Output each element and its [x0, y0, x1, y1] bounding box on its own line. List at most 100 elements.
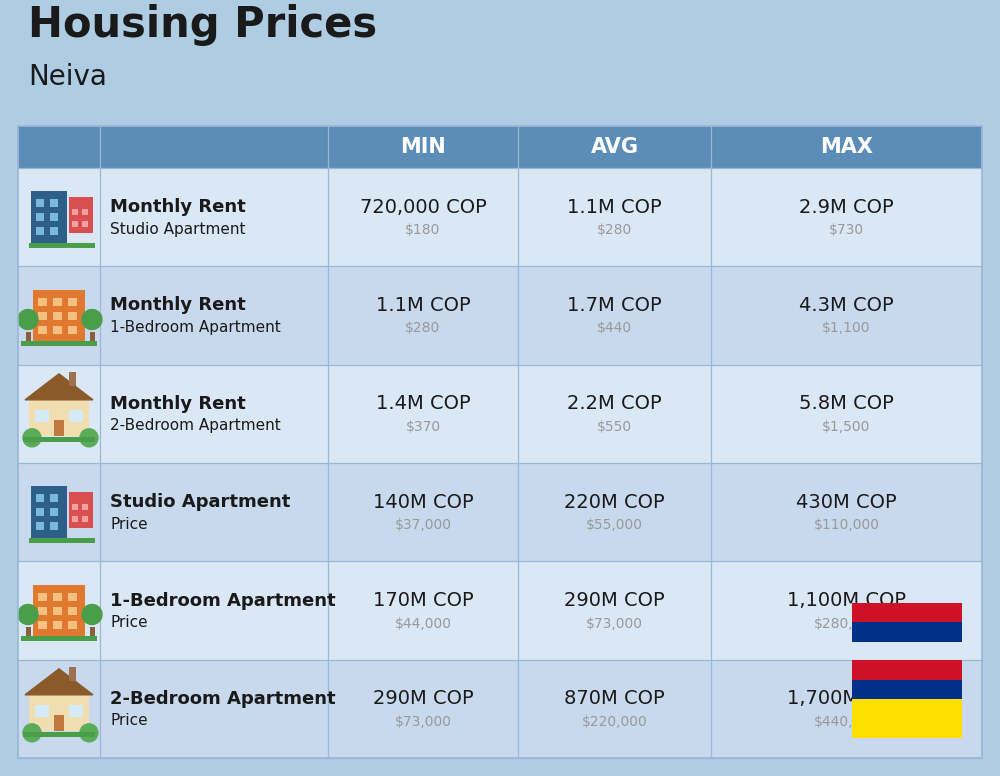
- Circle shape: [80, 724, 98, 742]
- FancyBboxPatch shape: [38, 297, 47, 306]
- FancyBboxPatch shape: [35, 705, 49, 717]
- Circle shape: [18, 310, 38, 330]
- FancyBboxPatch shape: [69, 667, 76, 681]
- Text: $73,000: $73,000: [586, 616, 643, 630]
- FancyBboxPatch shape: [72, 516, 78, 522]
- Text: 1.1M COP: 1.1M COP: [567, 198, 662, 217]
- FancyBboxPatch shape: [69, 492, 93, 528]
- Text: 1,700M COP: 1,700M COP: [787, 689, 906, 708]
- FancyBboxPatch shape: [29, 400, 89, 436]
- Text: $440,000: $440,000: [814, 715, 879, 729]
- Text: MIN: MIN: [400, 137, 446, 157]
- FancyBboxPatch shape: [21, 341, 97, 345]
- FancyBboxPatch shape: [68, 325, 77, 334]
- FancyBboxPatch shape: [38, 621, 47, 629]
- FancyBboxPatch shape: [852, 622, 962, 642]
- Text: Price: Price: [110, 713, 148, 729]
- FancyBboxPatch shape: [21, 636, 97, 640]
- FancyBboxPatch shape: [50, 522, 58, 530]
- FancyBboxPatch shape: [18, 168, 982, 266]
- FancyBboxPatch shape: [53, 325, 62, 334]
- FancyBboxPatch shape: [69, 197, 93, 233]
- Circle shape: [82, 310, 102, 330]
- FancyBboxPatch shape: [852, 699, 962, 738]
- Circle shape: [80, 429, 98, 447]
- FancyBboxPatch shape: [50, 494, 58, 502]
- FancyBboxPatch shape: [82, 210, 88, 215]
- FancyBboxPatch shape: [36, 508, 44, 516]
- FancyBboxPatch shape: [36, 199, 44, 207]
- FancyBboxPatch shape: [35, 410, 49, 422]
- Text: 220M COP: 220M COP: [564, 493, 665, 511]
- Text: 870M COP: 870M COP: [564, 689, 665, 708]
- FancyBboxPatch shape: [53, 607, 62, 615]
- FancyBboxPatch shape: [36, 494, 44, 502]
- Text: 1,100M COP: 1,100M COP: [787, 591, 906, 610]
- Text: $1,500: $1,500: [822, 420, 871, 434]
- FancyBboxPatch shape: [38, 607, 47, 615]
- FancyBboxPatch shape: [18, 266, 982, 365]
- Text: 4.3M COP: 4.3M COP: [799, 296, 894, 315]
- FancyBboxPatch shape: [68, 593, 77, 601]
- FancyBboxPatch shape: [69, 705, 83, 717]
- FancyBboxPatch shape: [50, 199, 58, 207]
- Text: $1,100: $1,100: [822, 321, 871, 335]
- Text: 290M COP: 290M COP: [564, 591, 665, 610]
- Text: Monthly Rent: Monthly Rent: [110, 296, 246, 314]
- Text: $220,000: $220,000: [582, 715, 647, 729]
- FancyBboxPatch shape: [72, 210, 78, 215]
- FancyBboxPatch shape: [18, 126, 982, 168]
- Text: $110,000: $110,000: [814, 518, 880, 532]
- Text: $730: $730: [829, 223, 864, 237]
- FancyBboxPatch shape: [53, 311, 62, 320]
- Text: MAX: MAX: [820, 137, 873, 157]
- Text: 430M COP: 430M COP: [796, 493, 897, 511]
- FancyBboxPatch shape: [82, 221, 88, 227]
- Text: $280,000: $280,000: [814, 616, 879, 630]
- Text: 1-Bedroom Apartment: 1-Bedroom Apartment: [110, 320, 281, 335]
- Text: AVG: AVG: [590, 137, 639, 157]
- Text: $55,000: $55,000: [586, 518, 643, 532]
- FancyBboxPatch shape: [23, 437, 95, 442]
- FancyBboxPatch shape: [90, 331, 95, 341]
- FancyBboxPatch shape: [50, 227, 58, 235]
- FancyBboxPatch shape: [82, 504, 88, 510]
- FancyBboxPatch shape: [31, 487, 67, 539]
- FancyBboxPatch shape: [852, 661, 962, 700]
- Text: $280: $280: [405, 321, 441, 335]
- Text: 2.9M COP: 2.9M COP: [799, 198, 894, 217]
- FancyBboxPatch shape: [54, 715, 64, 731]
- Text: $180: $180: [405, 223, 441, 237]
- FancyBboxPatch shape: [38, 325, 47, 334]
- Text: Studio Apartment: Studio Apartment: [110, 222, 246, 237]
- FancyBboxPatch shape: [33, 289, 85, 341]
- FancyBboxPatch shape: [18, 561, 982, 660]
- Circle shape: [23, 724, 41, 742]
- Polygon shape: [25, 669, 93, 695]
- FancyBboxPatch shape: [31, 191, 67, 243]
- FancyBboxPatch shape: [72, 504, 78, 510]
- Text: Monthly Rent: Monthly Rent: [110, 395, 246, 413]
- FancyBboxPatch shape: [852, 680, 962, 699]
- FancyBboxPatch shape: [29, 695, 89, 731]
- FancyBboxPatch shape: [68, 621, 77, 629]
- Text: $44,000: $44,000: [394, 616, 452, 630]
- Text: $440: $440: [597, 321, 632, 335]
- FancyBboxPatch shape: [72, 221, 78, 227]
- Text: 1-Bedroom Apartment: 1-Bedroom Apartment: [110, 591, 336, 609]
- Text: $370: $370: [405, 420, 441, 434]
- Text: Neiva: Neiva: [28, 63, 107, 91]
- FancyBboxPatch shape: [18, 463, 982, 561]
- FancyBboxPatch shape: [852, 660, 962, 680]
- Text: 140M COP: 140M COP: [373, 493, 473, 511]
- FancyBboxPatch shape: [33, 584, 85, 636]
- Text: 5.8M COP: 5.8M COP: [799, 394, 894, 414]
- Text: 1.1M COP: 1.1M COP: [376, 296, 470, 315]
- FancyBboxPatch shape: [53, 593, 62, 601]
- Text: $37,000: $37,000: [394, 518, 452, 532]
- FancyBboxPatch shape: [54, 420, 64, 436]
- Text: Monthly Rent: Monthly Rent: [110, 198, 246, 217]
- FancyBboxPatch shape: [38, 311, 47, 320]
- Text: 1.4M COP: 1.4M COP: [376, 394, 470, 414]
- Text: Price: Price: [110, 517, 148, 532]
